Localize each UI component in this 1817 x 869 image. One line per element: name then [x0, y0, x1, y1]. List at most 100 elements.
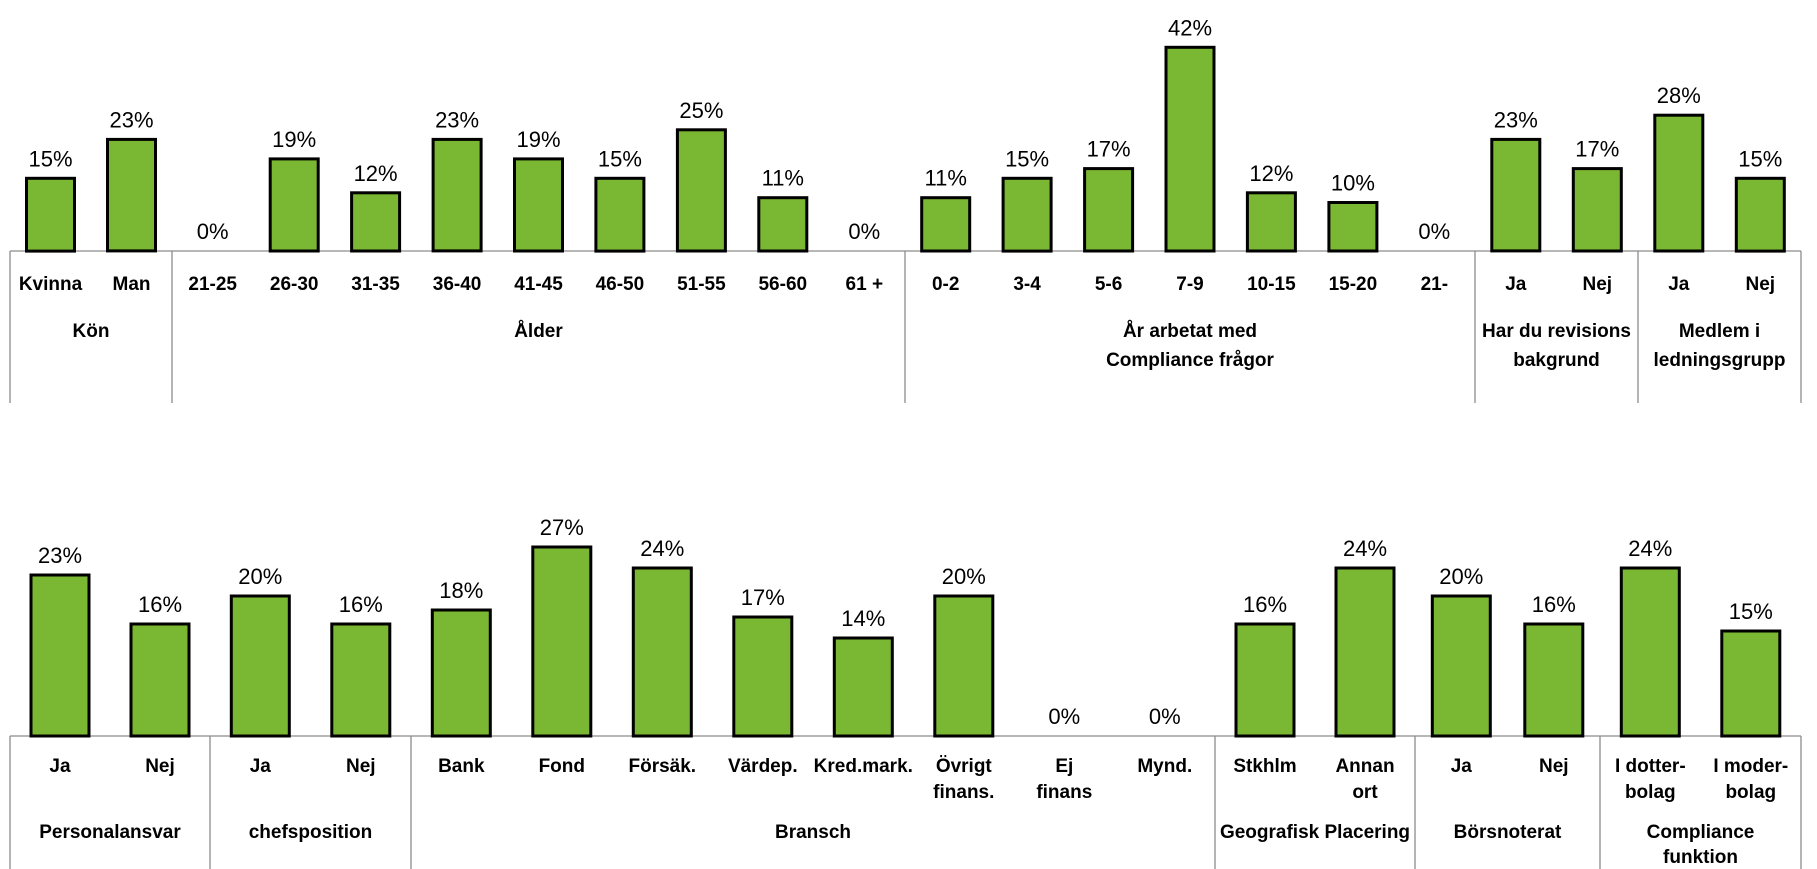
- data-label: 16%: [138, 592, 182, 617]
- bar: [1523, 622, 1585, 738]
- category-label: Kvinna: [19, 274, 83, 295]
- category-label: Fond: [539, 756, 585, 777]
- category-label: Nej: [1583, 274, 1613, 295]
- bar-group-2: 20% Ja 16% Nej chefsposition: [229, 564, 392, 843]
- category-label: 10-15: [1247, 274, 1296, 295]
- category-label: I moder-: [1713, 756, 1788, 777]
- data-label: 17%: [1575, 137, 1619, 162]
- group-label: Personalansvar: [39, 822, 181, 843]
- group-label: Compliance: [1647, 822, 1755, 843]
- bar: [675, 128, 727, 253]
- data-label: 17%: [741, 585, 785, 610]
- category-label: Mynd.: [1137, 756, 1192, 777]
- category-label: Kred.mark.: [814, 756, 913, 777]
- category-label: Annan: [1335, 756, 1394, 777]
- data-label: 10%: [1331, 171, 1375, 196]
- category-label: Ja: [1668, 274, 1690, 295]
- category-label: Värdep.: [728, 756, 798, 777]
- bar: [757, 196, 809, 253]
- category-label: Försäk.: [629, 756, 697, 777]
- category-label: 5-6: [1095, 274, 1122, 295]
- data-label: 18%: [439, 578, 483, 603]
- category-label: 3-4: [1013, 274, 1041, 295]
- data-label: 20%: [942, 564, 986, 589]
- data-label: 11%: [924, 166, 966, 191]
- bar-group-5: 20% Ja 16% Nej Börsnoterat: [1430, 564, 1585, 843]
- data-label: 15%: [598, 146, 642, 171]
- bar: [1619, 566, 1681, 738]
- bar: [1734, 176, 1786, 253]
- bar: [1653, 113, 1705, 253]
- data-label: 24%: [1628, 536, 1672, 561]
- category-label: bolag: [1625, 782, 1676, 803]
- bar-group-6: 24% I dotter-bolag 15% I moder-bolag Complia…: [1615, 536, 1788, 868]
- group-label: Ålder: [514, 321, 563, 342]
- bar-group-1: 15% Kvinna 23% Man Kön: [19, 107, 157, 342]
- bar: [631, 566, 693, 738]
- bar: [1245, 191, 1297, 253]
- category-label: Nej: [145, 756, 175, 777]
- category-label: 7-9: [1176, 274, 1203, 295]
- data-label: 0%: [848, 219, 880, 244]
- data-label: 0%: [1048, 704, 1080, 729]
- data-label: 20%: [238, 564, 282, 589]
- bar: [106, 137, 157, 253]
- bar: [1720, 629, 1782, 738]
- bar-group-2: 0% 21-25 19% 26-30 12% 31-35 23% 36-40 19% 41-45 1…: [188, 98, 883, 342]
- bar-group-4: 23% Ja 17% Nej Har du revisions bakgrund: [1482, 107, 1631, 371]
- bar: [350, 191, 402, 253]
- bar: [229, 594, 291, 738]
- category-label: Stkhlm: [1233, 756, 1296, 777]
- category-label: 0-2: [932, 274, 959, 295]
- category-label: 56-60: [758, 274, 807, 295]
- category-label: Ej: [1055, 756, 1073, 777]
- data-label: 23%: [38, 543, 82, 568]
- data-label: 42%: [1168, 15, 1212, 40]
- data-label: 15%: [1729, 599, 1773, 624]
- data-label: 15%: [1738, 146, 1782, 171]
- data-label: 16%: [1243, 592, 1287, 617]
- category-label: 26-30: [270, 274, 319, 295]
- category-label: 36-40: [433, 274, 482, 295]
- bar: [430, 608, 492, 738]
- category-label: Man: [113, 274, 151, 295]
- data-label: 0%: [1149, 704, 1181, 729]
- bar: [1430, 594, 1492, 738]
- group-label: Geografisk Placering: [1220, 822, 1410, 843]
- category-label: 51-55: [677, 274, 726, 295]
- data-label: 15%: [1005, 146, 1049, 171]
- bar: [1234, 622, 1296, 738]
- bar: [513, 157, 564, 253]
- bar: [431, 137, 483, 253]
- data-label: 17%: [1087, 137, 1131, 162]
- group-label: Kön: [73, 321, 110, 342]
- bar: [1490, 137, 1542, 253]
- data-label: 28%: [1657, 83, 1701, 108]
- group-label: Compliance frågor: [1106, 350, 1274, 371]
- category-label: Nej: [1746, 274, 1776, 295]
- category-label: Ja: [250, 756, 272, 777]
- category-label: ort: [1352, 782, 1378, 803]
- group-label: År arbetat med: [1123, 321, 1257, 342]
- bar: [1164, 45, 1216, 253]
- category-label: 21-25: [188, 274, 237, 295]
- category-label: Ja: [1451, 756, 1473, 777]
- category-label: 41-45: [514, 274, 563, 295]
- category-label: bolag: [1725, 782, 1776, 803]
- category-label: finans: [1036, 782, 1092, 803]
- bar: [594, 176, 646, 253]
- bar: [25, 176, 76, 253]
- data-label: 19%: [516, 127, 560, 152]
- bar: [531, 545, 593, 738]
- group-label: Börsnoterat: [1454, 822, 1562, 843]
- group-label: funktion: [1663, 847, 1738, 868]
- data-label: 14%: [841, 606, 885, 631]
- category-label: finans.: [933, 782, 994, 803]
- bar-group-5: 28% Ja 15% Nej Medlem i ledningsgrupp: [1653, 83, 1786, 371]
- data-label: 23%: [1494, 107, 1538, 132]
- bar: [933, 594, 995, 738]
- group-label: Medlem i: [1679, 321, 1760, 342]
- bar: [1001, 176, 1053, 253]
- data-label: 12%: [1249, 161, 1293, 186]
